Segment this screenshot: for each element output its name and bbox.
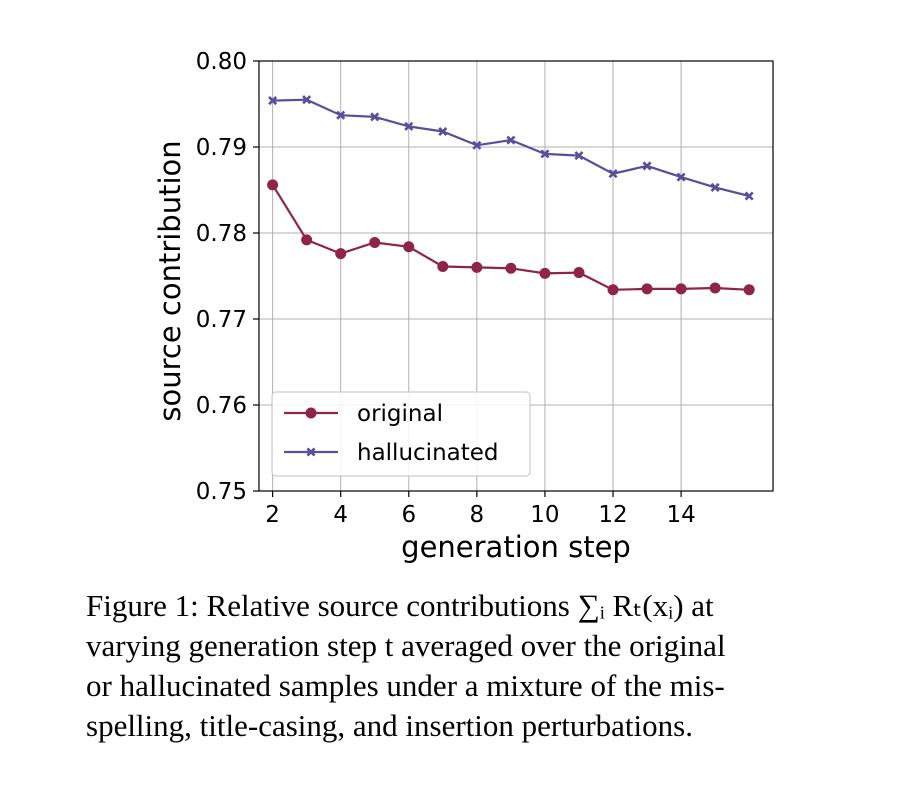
point-original [403, 241, 415, 253]
point-x-stroke [268, 96, 278, 106]
caption-line-4: spelling, title-casing, and insertion pe… [86, 708, 693, 743]
point-x-stroke [336, 110, 346, 120]
y-tick-label: 0.80 [196, 49, 247, 75]
y-tick-label: 0.78 [196, 221, 247, 247]
point-hallucinated [302, 95, 312, 105]
line-chart: 2 4 6 8 10 12 14 0.75 0.76 0.77 0.78 0.79 0.80 gener… [153, 49, 774, 564]
point-x-stroke [370, 112, 380, 122]
x-tick-label: 14 [666, 502, 695, 528]
point-hallucinated [744, 191, 754, 201]
point-x-stroke [574, 151, 584, 161]
point-original [539, 267, 551, 279]
point-hallucinated [608, 169, 618, 179]
point-original [641, 283, 653, 295]
point-original [335, 248, 347, 260]
series-layer [267, 95, 755, 296]
legend-entry-hallucinated: hallucinated [284, 440, 499, 466]
point-original [675, 283, 687, 295]
y-tick-label: 0.75 [196, 479, 247, 505]
legend-entries: original hallucinated [284, 401, 499, 466]
point-hallucinated [574, 151, 584, 161]
figure-caption: Figure 1: Relative source contributions … [86, 586, 906, 746]
point-x-stroke [472, 140, 482, 150]
y-axis-title: source contribution [153, 140, 187, 421]
point-hallucinated [676, 172, 686, 182]
x-tick-label: 10 [530, 502, 559, 528]
point-original [505, 262, 517, 274]
point-hallucinated [472, 140, 482, 150]
point-original [437, 261, 449, 273]
x-axis-title: generation step [401, 530, 631, 564]
point-hallucinated [710, 182, 720, 192]
point-x-stroke [710, 182, 720, 192]
y-tick-label: 0.77 [196, 307, 247, 333]
caption-line-2: varying generation step t averaged over … [86, 628, 726, 663]
series-line-original [271, 184, 750, 291]
point-x-stroke [438, 127, 448, 137]
point-original [267, 179, 279, 191]
legend-marker [306, 447, 316, 457]
legend-marker [305, 407, 317, 419]
point-original [573, 267, 585, 279]
y-tick-label: 0.76 [196, 393, 247, 419]
point-hallucinated [404, 121, 414, 131]
plot-frame [258, 60, 774, 492]
point-hallucinated [336, 110, 346, 120]
y-tick-label: 0.79 [196, 135, 247, 161]
point-x-stroke [540, 149, 550, 159]
x-tick-label: 8 [470, 502, 485, 528]
point-original [301, 234, 313, 246]
x-tick-label: 6 [401, 502, 416, 528]
x-tick-label: 2 [265, 502, 280, 528]
point-original [607, 284, 619, 296]
point-original [369, 236, 381, 248]
point-hallucinated [370, 112, 380, 122]
caption-line-1: Figure 1: Relative source contributions … [86, 588, 714, 623]
x-tick-label: 12 [598, 502, 627, 528]
legend-label: hallucinated [357, 440, 499, 466]
point-x-stroke [506, 135, 516, 145]
point-hallucinated [540, 149, 550, 159]
point-original [709, 282, 721, 294]
legend: original hallucinated [271, 391, 531, 477]
point-x-stroke [404, 121, 414, 131]
point-hallucinated [268, 96, 278, 106]
x-tick-label: 4 [333, 502, 348, 528]
series-line-hallucinated [272, 98, 750, 198]
point-original [743, 284, 755, 296]
legend-label: original [357, 401, 443, 427]
point-hallucinated [506, 135, 516, 145]
ticks: 2 4 6 8 10 12 14 0.75 0.76 0.77 0.78 0.79 0.80 [196, 49, 696, 528]
point-x-stroke [302, 95, 312, 105]
point-original [471, 261, 483, 273]
caption-line-3: or hallucinated samples under a mixture … [86, 668, 725, 703]
point-hallucinated [642, 161, 652, 171]
point-x-stroke [676, 172, 686, 182]
point-x-stroke [642, 161, 652, 171]
point-x-stroke [744, 191, 754, 201]
point-hallucinated [438, 127, 448, 137]
legend-entry-original: original [284, 401, 443, 427]
point-x-stroke [608, 169, 618, 179]
